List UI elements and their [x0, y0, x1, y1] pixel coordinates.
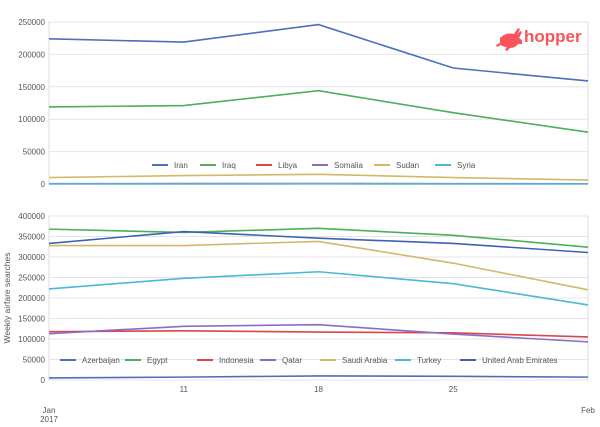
legend-label: Saudi Arabia — [342, 356, 388, 365]
y-tick-label: 250000 — [18, 18, 45, 27]
legend-label: Turkey — [417, 356, 441, 365]
y-tick-label: 250000 — [18, 274, 45, 283]
y-tick-label: 50000 — [23, 356, 46, 365]
y-tick-label: 0 — [41, 180, 46, 189]
series-line-egypt — [48, 227, 589, 248]
x-tick-label: 18 — [314, 385, 323, 394]
legend-label: Somalia — [334, 161, 363, 170]
series-line-azerbaijan — [48, 375, 589, 379]
legend-label: Sudan — [396, 161, 419, 170]
x-tick-label-end: Feb — [581, 406, 595, 415]
x-tick-label: 25 — [449, 385, 458, 394]
series-line-united-arab-emirates — [48, 230, 589, 254]
series-line-turkey — [48, 270, 589, 306]
y-tick-label: 100000 — [18, 115, 45, 124]
y-tick-label: 150000 — [18, 315, 45, 324]
y-tick-label: 50000 — [23, 148, 46, 157]
legend-label: Qatar — [282, 356, 302, 365]
y-tick-label: 400000 — [18, 212, 45, 221]
y-tick-label: 200000 — [18, 50, 45, 59]
legend-label: United Arab Emirates — [482, 356, 558, 365]
legend-label: Azerbaijan — [82, 356, 120, 365]
legend-label: Libya — [278, 161, 298, 170]
legend-label: Syria — [457, 161, 476, 170]
series-line-iraq — [48, 89, 589, 133]
legend-label: Iran — [174, 161, 188, 170]
legend-label: Egypt — [147, 356, 168, 365]
x-tick-label-start: Jan — [43, 406, 56, 415]
y-tick-label: 200000 — [18, 294, 45, 303]
hopper-logo: hopper — [496, 27, 582, 51]
series-line-qatar — [48, 323, 589, 343]
x-tick-label: 11 — [180, 385, 189, 394]
bunny-icon — [496, 28, 523, 51]
x-tick-label-year: 2017 — [40, 415, 58, 424]
y-tick-label: 300000 — [18, 253, 45, 262]
legend-label: Indonesia — [219, 356, 254, 365]
y-tick-label: 150000 — [18, 83, 45, 92]
y-axis-title: Weekly airfare searches — [2, 252, 12, 343]
series-line-sudan — [48, 173, 589, 181]
y-tick-label: 0 — [41, 376, 46, 385]
legend-label: Iraq — [222, 161, 236, 170]
logo-text: hopper — [524, 27, 582, 46]
series-line-iran — [48, 23, 589, 82]
series-line-saudi-arabia — [49, 240, 589, 291]
series-line-indonesia — [48, 329, 589, 338]
y-tick-label: 350000 — [18, 233, 45, 242]
y-tick-label: 100000 — [18, 335, 45, 344]
